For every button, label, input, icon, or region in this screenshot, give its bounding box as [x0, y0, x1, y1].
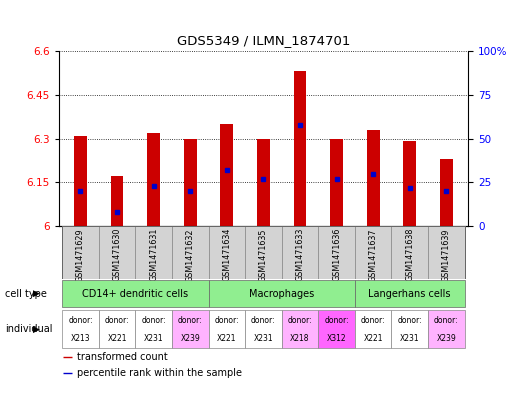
- Bar: [74, 136, 87, 226]
- Bar: [318, 226, 355, 279]
- Text: X239: X239: [436, 334, 456, 343]
- Text: X231: X231: [144, 334, 163, 343]
- Text: GSM1471631: GSM1471631: [149, 228, 158, 281]
- Text: donor:: donor:: [68, 316, 93, 325]
- Text: X312: X312: [327, 334, 347, 343]
- Text: GSM1471630: GSM1471630: [112, 228, 122, 281]
- Bar: [367, 130, 380, 226]
- Bar: [355, 280, 465, 307]
- Text: CD14+ dendritic cells: CD14+ dendritic cells: [82, 289, 188, 299]
- Text: donor:: donor:: [324, 316, 349, 325]
- Bar: [99, 310, 135, 348]
- Bar: [63, 356, 72, 357]
- Text: X231: X231: [400, 334, 419, 343]
- Bar: [403, 141, 416, 226]
- Bar: [440, 159, 453, 226]
- Text: X239: X239: [180, 334, 200, 343]
- Text: GSM1471637: GSM1471637: [369, 228, 378, 282]
- Bar: [209, 280, 355, 307]
- Bar: [220, 124, 233, 226]
- Text: GSM1471636: GSM1471636: [332, 228, 341, 281]
- Text: GSM1471634: GSM1471634: [222, 228, 231, 281]
- Bar: [428, 310, 465, 348]
- Bar: [135, 310, 172, 348]
- Bar: [281, 226, 318, 279]
- Bar: [318, 310, 355, 348]
- Bar: [184, 138, 196, 226]
- Bar: [245, 226, 281, 279]
- Text: X221: X221: [107, 334, 127, 343]
- Bar: [209, 310, 245, 348]
- Text: donor:: donor:: [105, 316, 129, 325]
- Bar: [294, 72, 306, 226]
- Title: GDS5349 / ILMN_1874701: GDS5349 / ILMN_1874701: [177, 34, 350, 47]
- Text: GSM1471635: GSM1471635: [259, 228, 268, 282]
- Bar: [209, 226, 245, 279]
- Text: donor:: donor:: [251, 316, 276, 325]
- Text: X221: X221: [217, 334, 237, 343]
- Bar: [147, 133, 160, 226]
- Text: donor:: donor:: [398, 316, 422, 325]
- Text: GSM1471633: GSM1471633: [296, 228, 304, 281]
- Text: donor:: donor:: [214, 316, 239, 325]
- Bar: [172, 226, 209, 279]
- Text: individual: individual: [5, 324, 52, 334]
- Text: donor:: donor:: [142, 316, 166, 325]
- Bar: [355, 310, 391, 348]
- Text: donor:: donor:: [434, 316, 459, 325]
- Text: ▶: ▶: [33, 289, 40, 298]
- Text: transformed count: transformed count: [77, 352, 168, 362]
- Text: donor:: donor:: [288, 316, 313, 325]
- Bar: [62, 310, 99, 348]
- Text: donor:: donor:: [361, 316, 385, 325]
- Text: Langerhans cells: Langerhans cells: [369, 289, 451, 299]
- Bar: [135, 226, 172, 279]
- Text: X231: X231: [253, 334, 273, 343]
- Bar: [62, 226, 99, 279]
- Text: GSM1471629: GSM1471629: [76, 228, 85, 282]
- Text: X218: X218: [290, 334, 310, 343]
- Bar: [257, 138, 270, 226]
- Bar: [172, 310, 209, 348]
- Bar: [391, 310, 428, 348]
- Text: GSM1471639: GSM1471639: [442, 228, 451, 282]
- Text: ▶: ▶: [33, 325, 40, 334]
- Text: X213: X213: [71, 334, 90, 343]
- Bar: [62, 280, 209, 307]
- Bar: [99, 226, 135, 279]
- Bar: [245, 310, 281, 348]
- Bar: [391, 226, 428, 279]
- Bar: [281, 310, 318, 348]
- Text: Macrophages: Macrophages: [249, 289, 315, 299]
- Text: cell type: cell type: [5, 289, 47, 299]
- Bar: [355, 226, 391, 279]
- Text: GSM1471638: GSM1471638: [405, 228, 414, 281]
- Bar: [428, 226, 465, 279]
- Text: GSM1471632: GSM1471632: [186, 228, 195, 282]
- Bar: [110, 176, 124, 226]
- Text: percentile rank within the sample: percentile rank within the sample: [77, 368, 242, 378]
- Text: donor:: donor:: [178, 316, 203, 325]
- Bar: [330, 138, 343, 226]
- Text: X221: X221: [363, 334, 383, 343]
